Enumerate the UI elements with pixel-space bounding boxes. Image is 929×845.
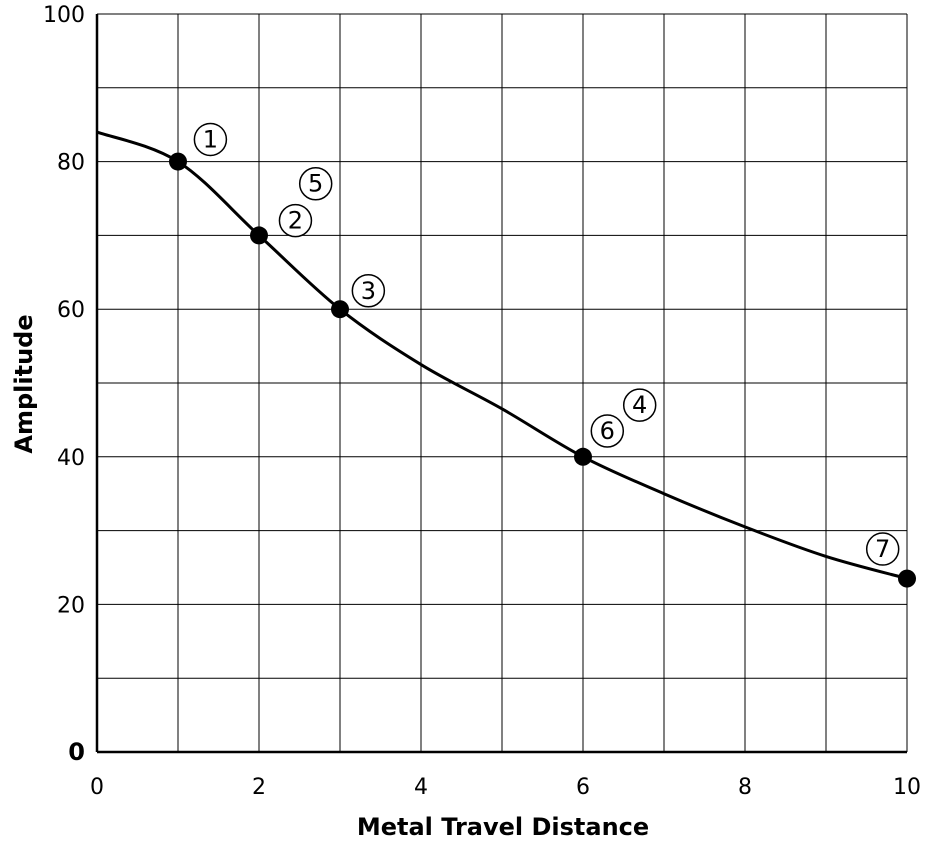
grid [96, 13, 908, 753]
annotation-label: 1 [203, 125, 218, 153]
y-axis-label: Amplitude [10, 314, 38, 453]
data-point [169, 152, 187, 171]
amplitude-curve [96, 130, 908, 581]
data-point [250, 226, 268, 245]
y-tick-label: 40 [57, 446, 85, 471]
annotation-circle-4: 4 [622, 388, 657, 422]
annotation-circle-7: 7 [865, 532, 900, 566]
x-tick-label: 10 [893, 775, 921, 800]
annotation-label: 3 [361, 277, 376, 305]
annotation-label: 4 [632, 391, 647, 419]
data-point [331, 300, 349, 319]
y-tick-label: 60 [57, 298, 85, 323]
annotation-label: 7 [875, 535, 890, 563]
annotation-circle-6: 6 [590, 414, 625, 448]
annotation-ring [278, 203, 313, 238]
annotation-ring [590, 414, 625, 448]
data-point [898, 569, 916, 588]
x-tick-label: 6 [576, 775, 590, 800]
x-tick-label: 0 [90, 775, 104, 800]
annotation-layer: 1 52 3 46 7 [193, 122, 900, 566]
y-tick-label: 80 [57, 151, 85, 176]
y-tick-label: 20 [57, 593, 85, 618]
annotation-circle-3: 3 [351, 274, 386, 308]
annotation-ring [351, 274, 386, 308]
annotation-label: 2 [288, 207, 303, 235]
x-tick-label: 2 [252, 775, 266, 800]
annotation-circle-1: 1 [193, 122, 228, 157]
axes [95, 14, 907, 754]
annotation-label: 6 [600, 417, 615, 445]
annotation-label: 5 [308, 170, 323, 198]
data-point [574, 447, 592, 466]
y-tick-label: 100 [43, 3, 85, 28]
marker-layer [169, 152, 916, 588]
annotation-circle-5: 5 [298, 166, 333, 201]
x-tick-label: 4 [414, 775, 428, 800]
annotation-ring [865, 532, 900, 566]
annotation-ring [298, 166, 333, 201]
annotation-circle-2: 2 [278, 203, 313, 238]
y-tick-label: 0 [68, 738, 85, 766]
annotation-ring [622, 388, 657, 422]
curve-layer [96, 130, 908, 581]
x-tick-label: 8 [738, 775, 752, 800]
x-axis-label: Metal Travel Distance [357, 813, 649, 841]
annotation-ring [193, 122, 228, 157]
